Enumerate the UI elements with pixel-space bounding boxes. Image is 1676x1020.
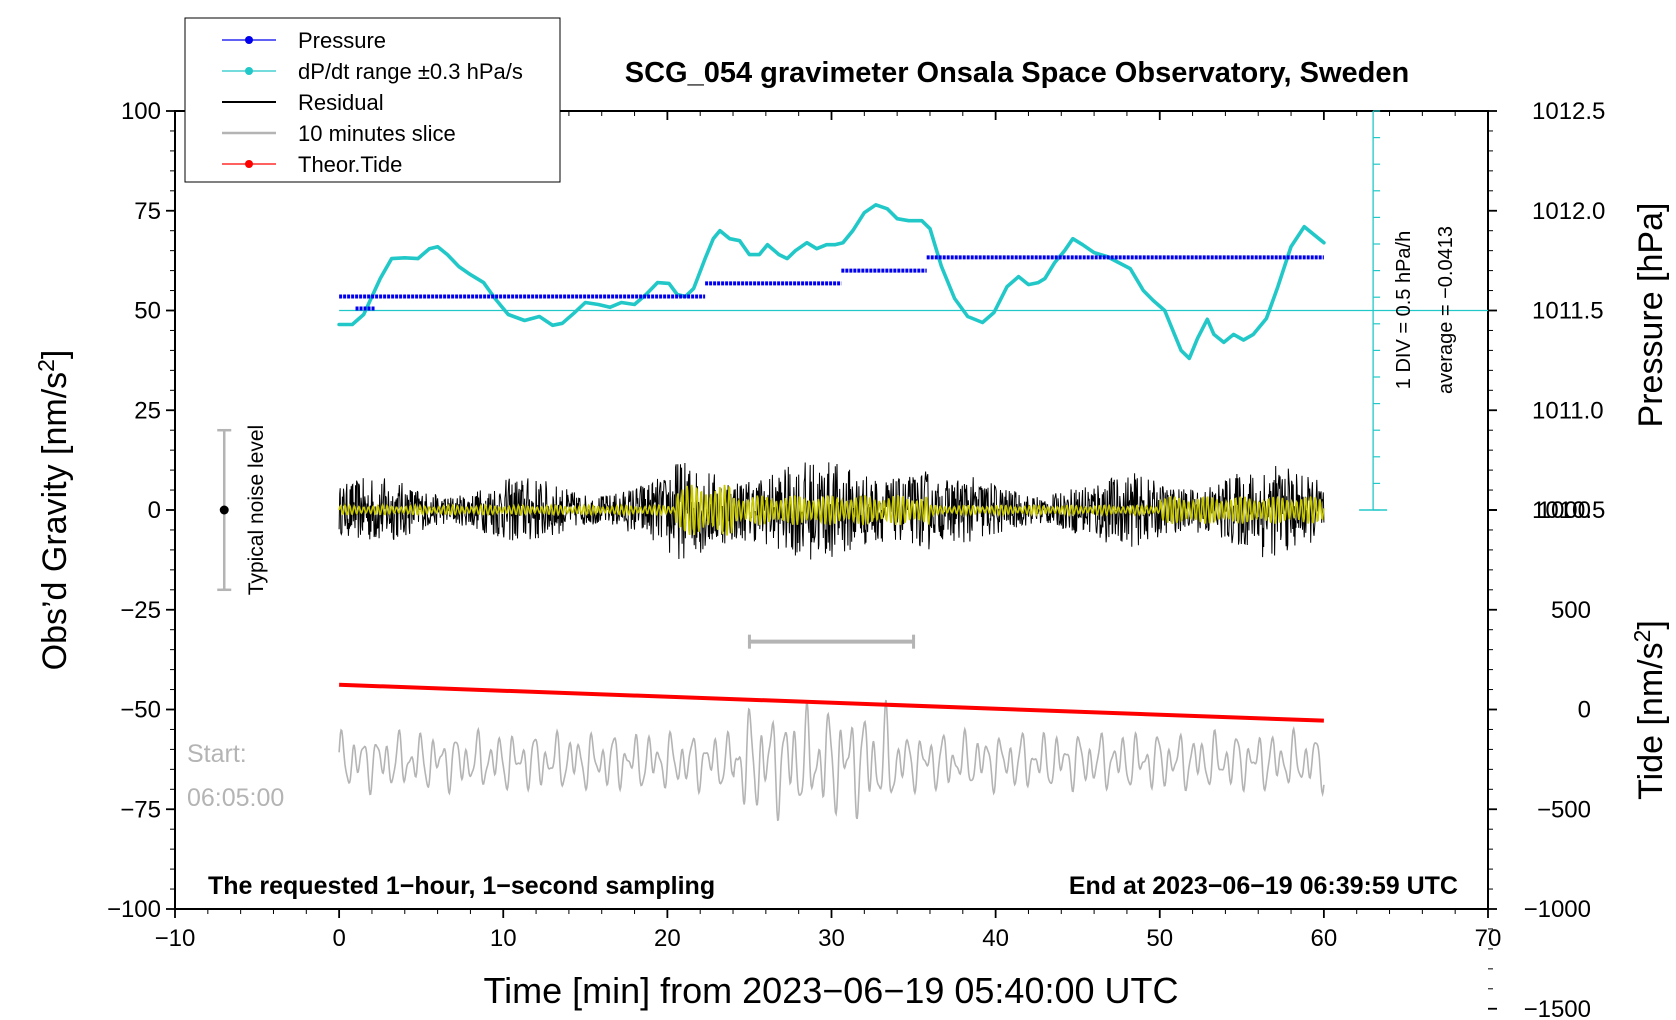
y-tick-label: 25 (134, 397, 161, 424)
x-tick-label: 20 (654, 925, 681, 952)
pressure-div-label: 1 DIV = 0.5 hPa/h (1393, 231, 1415, 389)
footer-sampling-note: The requested 1−hour, 1−second sampling (208, 872, 715, 900)
y-tick-label: 50 (134, 298, 161, 325)
chart-title: SCG_054 gravimeter Onsala Space Observat… (625, 57, 1409, 89)
tide-tick-label: 0 (1578, 697, 1591, 724)
y-axis-label-tide: Tide [nm/s2] (1629, 620, 1670, 800)
y-axis-label-left: Obs’d Gravity [nm/s2] (33, 350, 74, 671)
x-tick-label: 30 (818, 925, 845, 952)
legend-tide-marker (245, 160, 253, 168)
footer-end-time: End at 2023−06−19 06:39:59 UTC (1069, 872, 1458, 900)
noise-level-center (219, 505, 229, 515)
x-axis-label: Time [min] from 2023−06−19 05:40:00 UTC (483, 970, 1178, 1011)
theoretical-tide-line (339, 682, 1324, 723)
pressure-tick-label: 1012.5 (1532, 98, 1605, 125)
x-tick-label: 60 (1311, 925, 1338, 952)
residual-filtered-curve (338, 484, 1325, 536)
pressure-tick-label: 1012.0 (1532, 198, 1605, 225)
y-tick-label: −75 (120, 796, 161, 823)
y-tick-label: −25 (120, 597, 161, 624)
tide-tick-label: −1500 (1524, 996, 1591, 1020)
tide-tick-label: −1000 (1524, 896, 1591, 923)
pressure-average-label: average = −0.0413 (1435, 226, 1457, 394)
noise-level-label: Typical noise level (245, 425, 268, 595)
legend-slice-label: 10 minutes slice (298, 121, 456, 146)
data-curves (217, 110, 1488, 822)
y-axis-label-pressure: Pressure [hPa] (1632, 203, 1670, 428)
y-tick-label: −100 (107, 896, 161, 923)
start-label: Start: (187, 740, 247, 768)
axes-ticks: −10 0 10 20 30 40 50 60 701007550250−25−50−75−10… (107, 98, 1605, 1020)
legend-tide-label: Theor.Tide (298, 152, 402, 177)
y-tick-label: 100 (121, 98, 161, 125)
x-tick-label: 70 (1475, 925, 1502, 952)
legend-dpdt-marker (245, 67, 253, 75)
tide-tick-label: −500 (1537, 796, 1591, 823)
ten-minute-slice-curve (338, 699, 1325, 822)
start-time-label: 06:05:00 (187, 784, 284, 812)
y-tick-label: 75 (134, 198, 161, 225)
pressure-tick-label: 1011.5 (1532, 298, 1604, 325)
y-tick-label: −50 (120, 697, 161, 724)
legend-box (184, 17, 561, 183)
x-tick-label: 40 (982, 925, 1009, 952)
dpdt-curve (337, 203, 1326, 361)
tide-tick-label: 1000 (1538, 497, 1591, 524)
legend: Pressure dP/dt range ±0.3 hPa/s Residual… (184, 17, 561, 183)
tide-tick-label: 500 (1551, 597, 1591, 624)
legend-residual-label: Residual (298, 90, 384, 115)
pressure-tick-label: 1010.5 (1532, 497, 1605, 524)
y-tick-label: 0 (148, 497, 161, 524)
x-tick-label: −10 (155, 925, 196, 952)
x-tick-label: 50 (1146, 925, 1173, 952)
legend-dpdt-label: dP/dt range ±0.3 hPa/s (298, 59, 523, 84)
pressure-tick-label: 1011.0 (1532, 397, 1604, 424)
legend-pressure-marker (245, 36, 253, 44)
legend-pressure-label: Pressure (298, 28, 386, 53)
x-tick-label: 10 (490, 925, 517, 952)
x-tick-label: 0 (332, 925, 345, 952)
